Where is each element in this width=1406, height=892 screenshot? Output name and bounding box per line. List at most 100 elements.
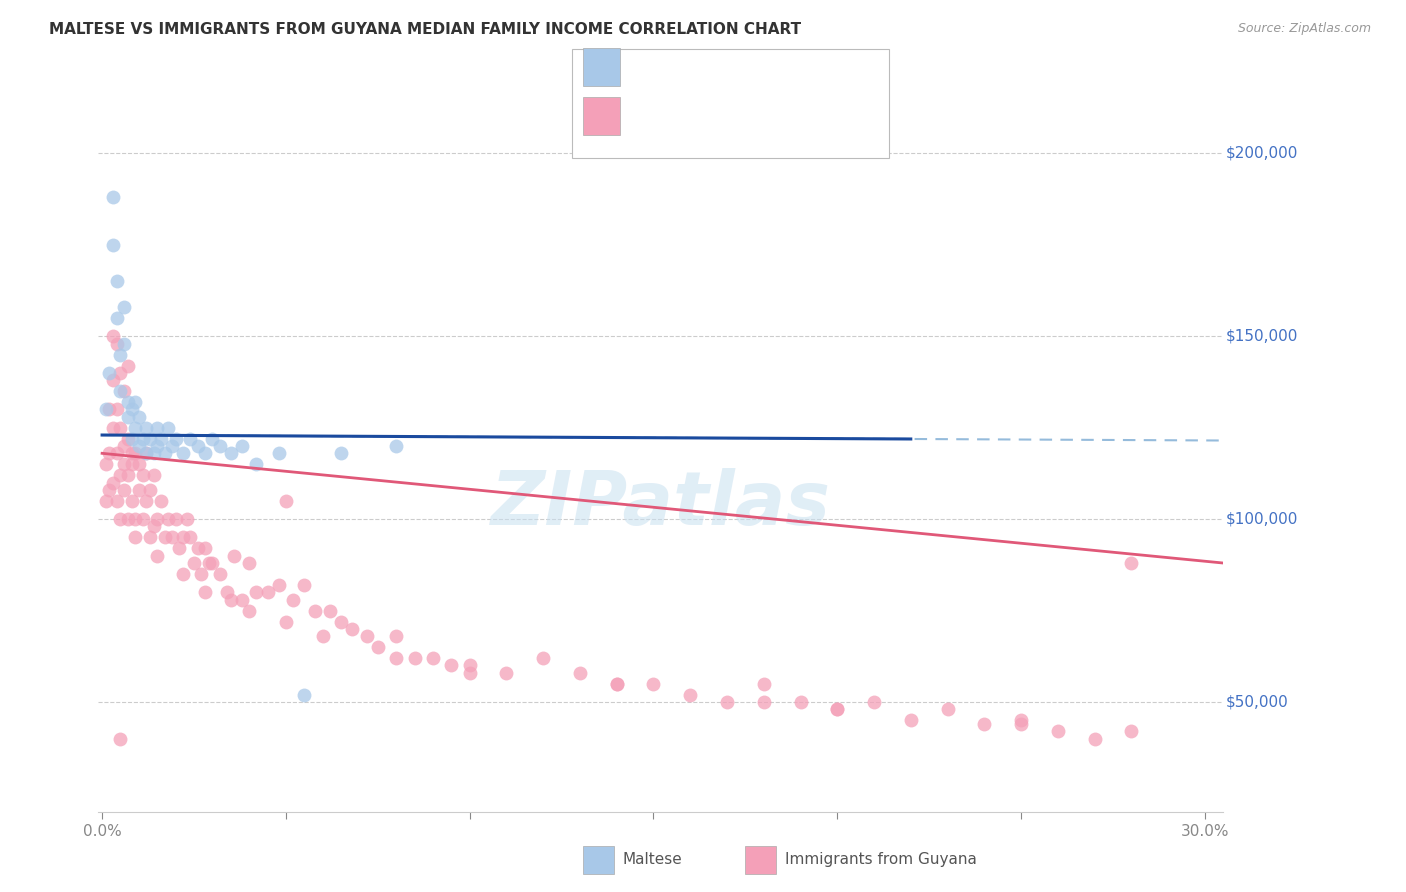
Text: $200,000: $200,000 (1226, 146, 1298, 161)
Point (194, 585, 217, 599)
Point (1046, 724, 1069, 739)
Text: -0.108: -0.108 (676, 105, 730, 123)
Point (128, 457, 150, 471)
Point (367, 640, 389, 655)
Point (936, 702, 959, 716)
Text: N =: N = (742, 56, 790, 74)
Point (112, 457, 135, 471)
Point (94, 402, 117, 417)
Point (98, 366, 121, 380)
Point (165, 432, 187, 446)
Point (135, 446, 157, 460)
Point (283, 592, 305, 607)
Text: $100,000: $100,000 (1226, 512, 1298, 526)
Point (105, 493, 128, 508)
Point (194, 541, 217, 556)
Point (752, 676, 775, 690)
Point (440, 658, 463, 673)
Point (117, 409, 139, 424)
Point (404, 651, 426, 665)
Point (105, 402, 128, 417)
Point (121, 446, 143, 460)
Point (121, 493, 143, 508)
Point (94, 493, 117, 508)
Point (825, 702, 848, 716)
Point (149, 493, 172, 508)
Point (172, 446, 194, 460)
Point (458, 665, 481, 680)
Point (183, 556, 205, 570)
Text: $150,000: $150,000 (1226, 329, 1298, 343)
Point (110, 384, 132, 398)
Point (142, 519, 165, 533)
Point (267, 446, 290, 460)
Point (139, 483, 162, 497)
Point (149, 432, 172, 446)
Point (256, 585, 278, 599)
Text: Source: ZipAtlas.com: Source: ZipAtlas.com (1237, 22, 1371, 36)
Point (752, 695, 775, 709)
Point (900, 714, 922, 728)
Point (110, 347, 132, 362)
Point (274, 615, 297, 629)
Point (101, 237, 124, 252)
Text: ZIPatlas: ZIPatlas (491, 468, 831, 541)
Point (643, 676, 665, 690)
Point (245, 585, 267, 599)
Point (245, 457, 267, 471)
Point (112, 483, 135, 497)
Point (131, 512, 153, 526)
Point (139, 432, 162, 446)
Text: 112: 112 (789, 105, 821, 123)
Point (105, 446, 128, 460)
Point (385, 629, 408, 643)
Point (311, 629, 333, 643)
Point (94, 457, 117, 471)
Point (1121, 556, 1143, 570)
Text: 43: 43 (789, 56, 810, 74)
Point (101, 420, 124, 434)
Point (356, 629, 378, 643)
Point (385, 439, 408, 453)
Point (863, 695, 886, 709)
Point (458, 658, 481, 673)
Point (101, 475, 124, 490)
Text: -0.002: -0.002 (676, 56, 730, 74)
Point (142, 446, 165, 460)
Point (124, 512, 146, 526)
Point (101, 373, 124, 387)
Point (208, 439, 231, 453)
Point (98, 402, 121, 417)
Point (117, 512, 139, 526)
Text: Maltese: Maltese (623, 853, 682, 867)
Point (267, 578, 290, 592)
Point (160, 439, 183, 453)
Point (179, 432, 201, 446)
Point (131, 432, 153, 446)
Point (194, 446, 217, 460)
Point (179, 530, 201, 544)
Point (105, 310, 128, 325)
Point (219, 592, 242, 607)
Point (110, 420, 132, 434)
Point (157, 512, 180, 526)
Point (110, 512, 132, 526)
Point (1083, 731, 1105, 746)
Point (330, 446, 353, 460)
Point (135, 446, 157, 460)
Point (219, 446, 242, 460)
Point (131, 468, 153, 483)
Point (146, 439, 169, 453)
Text: Immigrants from Guyana: Immigrants from Guyana (785, 853, 976, 867)
Point (112, 384, 135, 398)
Point (172, 567, 194, 582)
Point (606, 676, 628, 690)
Point (825, 702, 848, 716)
Point (98, 446, 121, 460)
Point (224, 549, 246, 563)
Point (135, 493, 157, 508)
Point (124, 446, 146, 460)
Point (110, 366, 132, 380)
Point (197, 556, 219, 570)
Point (121, 432, 143, 446)
